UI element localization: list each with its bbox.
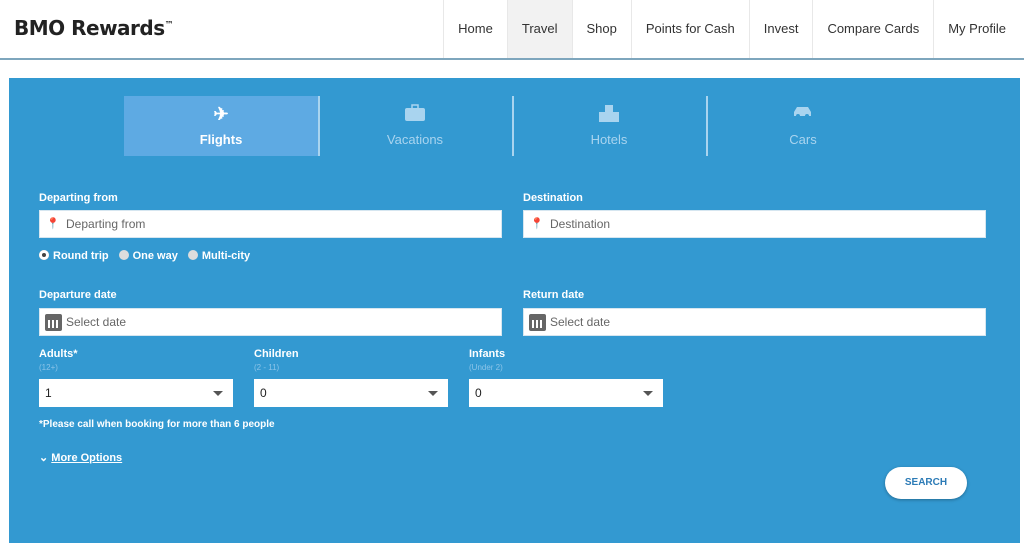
travel-tabs: ✈ Flights Vacations Hotels Cars xyxy=(124,96,900,156)
location-pin-icon: 📍 xyxy=(530,218,544,230)
departure-date-input[interactable]: Select date xyxy=(39,308,502,336)
radio-multi-city[interactable]: Multi-city xyxy=(187,250,251,262)
radio-label: One way xyxy=(132,250,178,262)
radio-icon xyxy=(118,250,129,260)
departing-from-input[interactable]: 📍 Departing from xyxy=(39,210,502,238)
more-options-link[interactable]: ⌄ More Options xyxy=(39,451,122,464)
radio-icon xyxy=(39,250,49,260)
departure-date-label: Departure date xyxy=(39,289,117,301)
children-label: Children xyxy=(254,348,299,360)
placeholder: Select date xyxy=(550,315,611,329)
calendar-icon xyxy=(45,314,62,331)
radio-round-trip[interactable]: Round trip xyxy=(39,250,109,262)
tab-label: Cars xyxy=(789,132,817,147)
logo[interactable]: BMO Rewards™ xyxy=(14,16,174,40)
travel-search-panel: ✈ Flights Vacations Hotels Cars Departing… xyxy=(9,78,1020,543)
chevron-down-icon: ⌄ xyxy=(39,452,52,464)
car-icon xyxy=(706,104,900,126)
radio-label: Round trip xyxy=(53,250,109,262)
tab-hotels[interactable]: Hotels xyxy=(512,96,706,156)
placeholder: Destination xyxy=(550,217,611,231)
nav-travel[interactable]: Travel xyxy=(506,0,572,58)
main-nav: Home Travel Shop Points for Cash Invest … xyxy=(443,0,1020,58)
trip-type-group: Round trip One way Multi-city xyxy=(39,250,250,262)
hotel-icon xyxy=(512,104,706,126)
destination-input[interactable]: 📍 Destination xyxy=(523,210,986,238)
header: BMO Rewards™ Home Travel Shop Points for… xyxy=(0,0,1024,60)
radio-one-way[interactable]: One way xyxy=(118,250,178,262)
logo-text: BMO Rewards xyxy=(14,16,165,40)
caret-down-icon xyxy=(213,391,223,396)
adults-sub: (12+) xyxy=(39,363,58,372)
infants-select[interactable]: 0 xyxy=(469,379,663,407)
nav-shop[interactable]: Shop xyxy=(571,0,631,58)
select-value: 0 xyxy=(475,386,482,400)
select-value: 1 xyxy=(45,386,52,400)
trademark: ™ xyxy=(164,20,174,31)
caret-down-icon xyxy=(643,391,653,396)
children-select[interactable]: 0 xyxy=(254,379,448,407)
nav-points-for-cash[interactable]: Points for Cash xyxy=(630,0,749,58)
return-date-label: Return date xyxy=(523,289,585,301)
radio-icon xyxy=(187,250,198,260)
infants-label: Infants xyxy=(469,348,506,360)
adults-select[interactable]: 1 xyxy=(39,379,233,407)
radio-label: Multi-city xyxy=(201,250,251,262)
infants-sub: (Under 2) xyxy=(469,363,503,372)
placeholder: Departing from xyxy=(66,217,146,231)
nav-my-profile[interactable]: My Profile xyxy=(933,0,1020,58)
nav-invest[interactable]: Invest xyxy=(748,0,813,58)
tab-label: Hotels xyxy=(590,132,628,147)
tab-label: Vacations xyxy=(386,132,444,147)
tab-vacations[interactable]: Vacations xyxy=(318,96,512,156)
destination-label: Destination xyxy=(523,192,583,204)
placeholder: Select date xyxy=(66,315,127,329)
airplane-icon: ✈ xyxy=(213,104,229,124)
calendar-icon xyxy=(529,314,546,331)
select-value: 0 xyxy=(260,386,267,400)
departing-label: Departing from xyxy=(39,192,118,204)
more-options-label: More Options xyxy=(51,452,123,464)
caret-down-icon xyxy=(428,391,438,396)
tab-label: Flights xyxy=(199,132,243,147)
group-booking-note: *Please call when booking for more than … xyxy=(39,419,275,430)
location-pin-icon: 📍 xyxy=(46,218,60,230)
nav-home[interactable]: Home xyxy=(443,0,507,58)
suitcase-icon xyxy=(318,104,512,126)
children-sub: (2 - 11) xyxy=(254,363,280,372)
search-button[interactable]: SEARCH xyxy=(885,467,967,499)
return-date-input[interactable]: Select date xyxy=(523,308,986,336)
nav-compare-cards[interactable]: Compare Cards xyxy=(812,0,933,58)
tab-cars[interactable]: Cars xyxy=(706,96,900,156)
tab-flights[interactable]: ✈ Flights xyxy=(124,96,318,156)
adults-label: Adults* xyxy=(39,348,78,360)
